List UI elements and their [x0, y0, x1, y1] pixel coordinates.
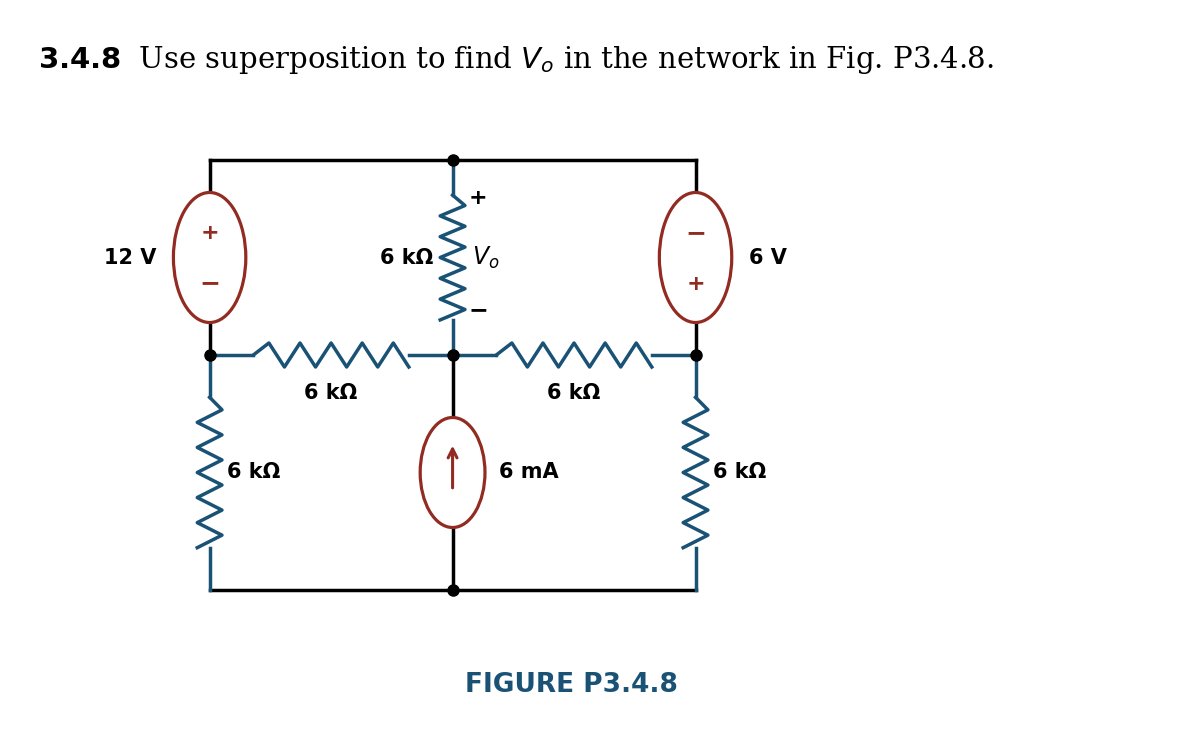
Text: 12 V: 12 V — [104, 247, 156, 267]
Text: +: + — [200, 223, 218, 243]
Ellipse shape — [174, 192, 246, 322]
Text: −: − — [685, 221, 706, 244]
Ellipse shape — [420, 418, 485, 528]
Text: 6 mA: 6 mA — [499, 462, 559, 482]
Text: FIGURE P3.4.8: FIGURE P3.4.8 — [466, 672, 678, 698]
Text: 6 kΩ: 6 kΩ — [305, 383, 358, 403]
Text: +: + — [469, 188, 487, 208]
Text: 6 kΩ: 6 kΩ — [547, 383, 601, 403]
Text: 6 kΩ: 6 kΩ — [380, 247, 433, 267]
Text: −: − — [199, 271, 220, 296]
Text: +: + — [686, 273, 704, 293]
Text: −: − — [469, 298, 488, 322]
Ellipse shape — [659, 192, 732, 322]
Text: 6 V: 6 V — [749, 247, 787, 267]
Text: 6 kΩ: 6 kΩ — [227, 462, 280, 482]
Text: $\mathbf{3.4.8}$  Use superposition to find $V_o$ in the network in Fig. P3.4.8.: $\mathbf{3.4.8}$ Use superposition to fi… — [38, 44, 994, 76]
Text: 6 kΩ: 6 kΩ — [713, 462, 766, 482]
Text: $V_o$: $V_o$ — [472, 244, 499, 270]
